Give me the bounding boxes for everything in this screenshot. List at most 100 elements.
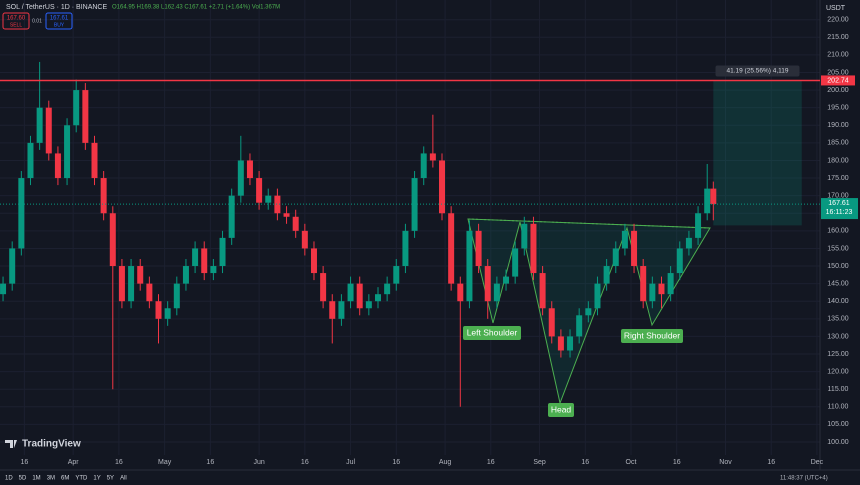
measure-label: 41.19 (25.56%) 4,119 — [726, 68, 788, 75]
range-button[interactable]: 3M — [47, 476, 55, 482]
y-tick-label: 120.00 — [827, 368, 849, 375]
candle-body — [585, 308, 592, 316]
resistance-label-bg — [821, 75, 855, 86]
candle-body — [548, 308, 555, 337]
candle-body — [365, 301, 372, 309]
range-button[interactable]: 5Y — [107, 476, 114, 482]
candle-body — [603, 266, 610, 284]
buy-button[interactable] — [45, 12, 73, 30]
range-button[interactable]: 1M — [32, 476, 40, 482]
x-tick-label: 16 — [115, 459, 123, 466]
candle-body — [100, 178, 107, 214]
pattern-label-bg — [548, 403, 574, 417]
sell-button[interactable] — [2, 12, 30, 30]
candle-body — [9, 248, 16, 284]
range-button[interactable]: All — [120, 476, 127, 482]
candle-body — [695, 213, 702, 238]
range-button[interactable]: YTD — [75, 476, 88, 482]
x-tick-label: 16 — [767, 459, 775, 466]
x-tick-label: Jul — [346, 459, 355, 466]
y-tick-label: 155.00 — [827, 245, 849, 252]
y-tick-label: 215.00 — [827, 34, 849, 41]
candle-body — [512, 248, 519, 277]
candle-body — [667, 273, 674, 295]
candle-body — [576, 315, 583, 337]
candle-body — [118, 266, 125, 302]
candle-body — [493, 283, 500, 302]
range-button[interactable]: 5D — [19, 476, 27, 482]
candle-body — [0, 283, 7, 295]
candle-body — [182, 266, 189, 284]
candle-body — [64, 125, 71, 179]
candle-body — [155, 301, 162, 319]
y-tick-label: 220.00 — [827, 17, 849, 24]
candle-body — [210, 266, 217, 274]
y-tick-label: 175.00 — [827, 175, 849, 182]
candle-body — [658, 283, 665, 295]
last-price-label: 167.61 — [828, 200, 850, 207]
y-tick-label: 200.00 — [827, 87, 849, 94]
candle-body — [27, 142, 34, 179]
candle-body — [356, 283, 363, 309]
candle-body — [301, 230, 308, 249]
y-tick-label: 130.00 — [827, 333, 849, 340]
range-button[interactable]: 1Y — [93, 476, 100, 482]
candle-body — [320, 273, 327, 302]
y-tick-label: 195.00 — [827, 105, 849, 112]
resistance-label: 202.74 — [827, 77, 849, 84]
clock: 11:48:37 (UTC+4) — [780, 476, 828, 482]
candle-body — [393, 266, 400, 284]
measure-label-bg — [715, 65, 800, 77]
ohlc: O164.95 H169.38 L162.43 C167.61 +2.71 (+… — [112, 5, 280, 11]
candle-body — [676, 248, 683, 274]
range-button[interactable]: 6M — [61, 476, 69, 482]
x-tick-label: Oct — [626, 459, 637, 466]
x-tick-label: Dec — [811, 459, 824, 466]
candle-body — [384, 283, 391, 295]
candle-body — [109, 213, 116, 267]
candle-body — [484, 266, 491, 302]
y-tick-label: 205.00 — [827, 69, 849, 76]
candle-body — [710, 188, 717, 205]
candle-body — [45, 107, 52, 154]
sell-price: 167.60 — [7, 16, 26, 22]
candle-body — [164, 308, 171, 319]
candle-body — [466, 230, 473, 302]
candle-body — [420, 153, 427, 179]
pattern-label: Head — [551, 404, 572, 414]
candle-body — [283, 213, 290, 217]
x-tick-label: Aug — [439, 459, 452, 466]
candles — [0, 61, 717, 407]
candle-body — [557, 336, 564, 351]
x-tick-label: 16 — [301, 459, 309, 466]
measure-box — [713, 80, 802, 226]
candle-body — [429, 153, 436, 161]
x-tick-label: Jun — [253, 459, 264, 466]
x-tick-label: Sep — [533, 459, 546, 466]
candle-body — [36, 107, 43, 143]
last-price-bg — [821, 198, 858, 220]
x-tick-label: 16 — [392, 459, 400, 466]
candle-body — [631, 230, 638, 267]
candle-body — [329, 301, 336, 319]
candle-body — [246, 160, 253, 179]
candle-body — [374, 294, 381, 302]
candle-body — [567, 336, 574, 351]
candle-body — [274, 195, 281, 214]
candle-body — [228, 195, 235, 238]
x-tick-label: 16 — [206, 459, 214, 466]
candle-body — [640, 266, 647, 302]
candle-body — [503, 276, 510, 284]
pattern-label: Right Shoulder — [624, 330, 680, 340]
candle-body — [54, 153, 61, 179]
candle-body — [192, 248, 199, 267]
logo: TradingView — [22, 439, 81, 450]
candle-body — [594, 283, 601, 309]
candle-body — [530, 223, 537, 274]
range-button[interactable]: 1D — [5, 476, 13, 482]
candle-body — [146, 283, 153, 302]
candle-body — [439, 160, 446, 214]
candle-body — [457, 283, 464, 302]
